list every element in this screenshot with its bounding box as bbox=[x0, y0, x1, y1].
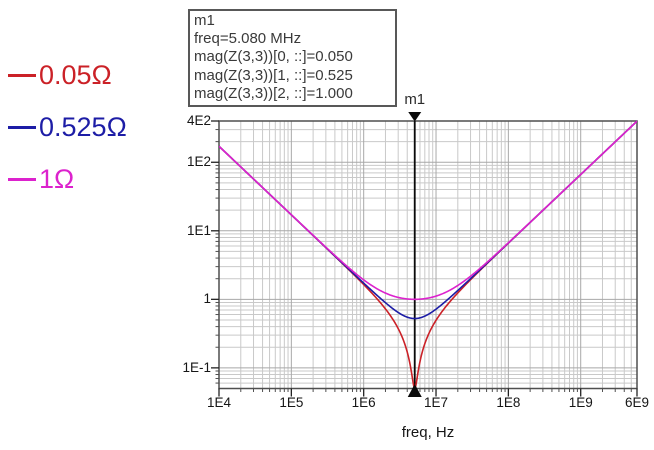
x-tick-label: 1E7 bbox=[424, 395, 449, 410]
marker-m1-bottom-triangle[interactable] bbox=[407, 384, 422, 397]
y-tick-label: 1E-1 bbox=[182, 359, 211, 375]
legend-item-0.525ohm[interactable]: 0.525Ω bbox=[8, 111, 127, 144]
legend-line-swatch-red bbox=[8, 74, 36, 77]
marker-m1-top-triangle[interactable] bbox=[408, 112, 422, 122]
legend-item-0.05ohm[interactable]: 0.05Ω bbox=[8, 59, 127, 92]
x-tick-label: 1E9 bbox=[568, 395, 593, 410]
trace-0.525Ω[interactable] bbox=[219, 120, 637, 320]
plot-frame bbox=[218, 120, 638, 390]
marker-readout-freq: freq=5.080 MHz bbox=[194, 30, 302, 48]
legend-line-swatch-blue bbox=[8, 126, 36, 129]
legend-label: 0.05Ω bbox=[39, 60, 112, 90]
marker-m1-readout-box[interactable]: m1 freq=5.080 MHz mag(Z(3,3))[0, ::]=0.0… bbox=[188, 9, 397, 108]
legend-label: 1Ω bbox=[39, 164, 75, 194]
y-tick-label: 1E1 bbox=[186, 222, 211, 238]
trace-0.05Ω[interactable] bbox=[219, 120, 637, 390]
legend-item-1ohm[interactable]: 1Ω bbox=[8, 163, 127, 196]
x-axis-title: freq, Hz bbox=[401, 424, 455, 441]
y-tick-label: 1E2 bbox=[186, 154, 211, 170]
marker-readout-trace1: mag(Z(3,3))[1, ::]=0.525 bbox=[194, 66, 353, 84]
marker-readout-name: m1 bbox=[194, 12, 215, 29]
legend-line-swatch-magenta bbox=[8, 178, 36, 181]
y-tick-label: 4E2 bbox=[186, 113, 211, 128]
marker-m1-flag-label[interactable]: m1 bbox=[404, 91, 426, 108]
x-tick-label: 1E4 bbox=[206, 395, 232, 410]
chart-legend: 0.05Ω 0.525Ω 1Ω bbox=[8, 59, 127, 215]
legend-label: 0.525Ω bbox=[39, 112, 127, 142]
x-tick-label: 6E9 bbox=[624, 395, 650, 410]
y-tick-label: 1 bbox=[203, 291, 211, 307]
marker-readout-trace0: mag(Z(3,3))[0, ::]=0.050 bbox=[194, 48, 353, 66]
trace-1Ω[interactable] bbox=[219, 120, 637, 301]
x-tick-label: 1E5 bbox=[279, 395, 304, 410]
x-tick-label: 1E8 bbox=[496, 395, 521, 410]
marker-readout-trace2: mag(Z(3,3))[2, ::]=1.000 bbox=[194, 84, 353, 102]
x-tick-label: 1E6 bbox=[351, 395, 376, 410]
